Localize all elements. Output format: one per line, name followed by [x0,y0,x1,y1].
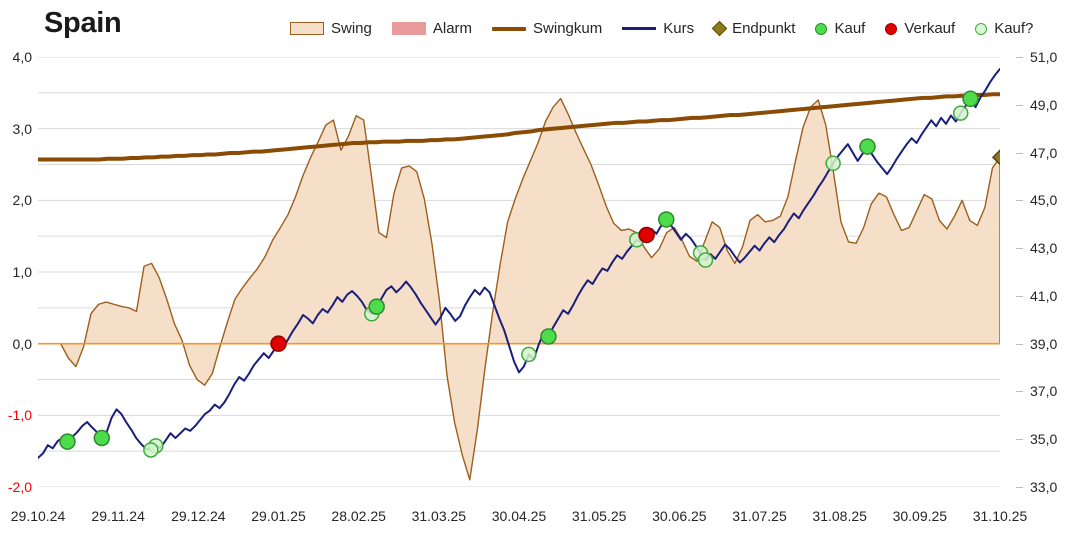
signal-markers [59,90,1000,458]
y-axis-right: 51,0 49,0 47,0 45,0 43,0 41,0 39,0 37,0 35,0 33,0 [1016,0,1067,555]
legend-item-kauf[interactable]: Kauf [815,20,865,37]
x-tick-label: 31.03.25 [411,508,467,524]
kauf-marker[interactable] [93,429,111,447]
legend-item-endpunkt[interactable]: Endpunkt [711,20,796,37]
y-right-tick-label: 51,0 [1030,49,1058,65]
red-dot-icon [885,22,898,35]
legend-label: Kauf? [994,20,1034,37]
y-left-tick-label: 0,0 [12,335,32,352]
kauf-uncertain-marker[interactable] [697,252,714,268]
swing-area [38,97,1000,481]
y-right-tick-mark [1016,343,1023,345]
legend-label: Swing [331,20,372,37]
legend-item-swingkum[interactable]: Swingkum [492,20,602,37]
x-tick-label: 31.10.25 [972,508,1028,524]
swingkum-line [38,92,1000,162]
legend-item-kauf-uncertain[interactable]: Kauf? [975,20,1033,37]
y-right-tick-mark [1016,248,1023,250]
y-left-tick-label: -2,0 [7,479,32,495]
plot-area [38,57,1000,487]
y-right-tick-mark [1016,200,1023,202]
legend-item-alarm[interactable]: Alarm [391,20,473,37]
y-right-tick-label: 45,0 [1030,192,1058,209]
y-right-tick-mark [1016,295,1023,297]
endpunkt-marker[interactable] [991,149,1000,166]
y-right-tick-label: 43,0 [1030,240,1058,257]
y-left-tick-label: 4,0 [12,49,32,65]
verkauf-marker[interactable] [270,335,287,352]
legend-label: Endpunkt [732,20,796,37]
legend-item-swing[interactable]: Swing [290,20,372,37]
kauf-marker[interactable] [962,90,979,108]
series-swingkum [38,92,1000,162]
x-tick-label: 29.01.25 [251,508,306,524]
y-right-tick-label: 47,0 [1030,144,1058,161]
x-tick-label: 29.11.24 [91,508,145,524]
kauf-marker[interactable] [59,433,76,450]
x-tick-label: 31.08.25 [812,508,867,524]
line-swatch-icon [622,27,657,30]
kauf-marker[interactable] [540,328,557,345]
x-tick-label: 30.04.25 [491,508,547,524]
y-right-tick-mark [1016,104,1023,106]
y-right-tick-mark [1016,487,1023,488]
y-left-tick-label: 3,0 [12,120,32,137]
y-right-tick-mark [1016,152,1023,154]
chart-canvas [38,57,1000,487]
line-swatch-icon [492,26,527,31]
x-tick-label: 31.07.25 [732,508,787,524]
kurs-line [38,67,1000,459]
green-dot-icon [815,22,828,35]
y-right-tick-label: 35,0 [1030,431,1058,448]
kauf-marker[interactable] [368,298,385,315]
kauf-uncertain-marker[interactable] [143,442,159,458]
area-swatch-icon [391,22,426,35]
area-swatch-icon [290,22,324,35]
y-right-tick-mark [1016,57,1023,58]
y-left-tick-label: -1,0 [7,407,32,424]
y-left-tick-label: 2,0 [12,192,32,209]
legend-label: Alarm [432,20,473,37]
x-tick-label: 30.06.25 [652,508,707,524]
y-right-tick-label: 49,0 [1030,96,1058,113]
y-right-tick-mark [1016,391,1023,393]
legend-label: Swingkum [533,20,603,37]
y-right-tick-label: 41,0 [1030,287,1058,304]
kauf-uncertain-marker[interactable] [521,346,537,363]
x-tick-label: 29.12.24 [171,508,226,524]
x-tick-label: 28.02.25 [331,508,386,524]
x-axis: 29.10.24 29.11.24 29.12.24 29.01.25 28.02.25… [0,504,1067,528]
kauf-marker[interactable] [657,211,675,228]
kauf-marker[interactable] [859,138,876,155]
y-left-tick-label: 1,0 [12,264,32,280]
y-right-tick-label: 37,0 [1030,383,1058,400]
page-title: Spain [44,7,122,39]
x-tick-label: 30.09.25 [892,508,948,524]
y-right-tick-label: 33,0 [1030,479,1058,495]
hollow-green-dot-icon [975,22,988,35]
series-kurs [38,67,1000,459]
y-right-tick-label: 39,0 [1030,335,1058,352]
x-tick-label: 29.10.24 [10,508,66,524]
kauf-uncertain-marker[interactable] [952,105,969,121]
legend-label: Verkauf [904,20,956,37]
diamond-marker-icon [711,20,728,37]
legend-label: Kurs [663,20,695,37]
chart-legend: Swing Alarm Swingkum Kurs Endpunkt Kauf … [290,20,1033,37]
kauf-uncertain-marker[interactable] [825,155,841,172]
series-swing [38,97,1000,481]
legend-label: Kauf [834,20,866,37]
legend-item-kurs[interactable]: Kurs [622,20,694,37]
verkauf-marker[interactable] [638,226,655,244]
x-tick-label: 31.05.25 [571,508,627,524]
y-right-tick-mark [1016,439,1023,441]
legend-item-verkauf[interactable]: Verkauf [885,20,955,37]
y-axis-left: 4,0 3,0 2,0 1,0 0,0 -1,0 -2,0 [0,0,32,555]
